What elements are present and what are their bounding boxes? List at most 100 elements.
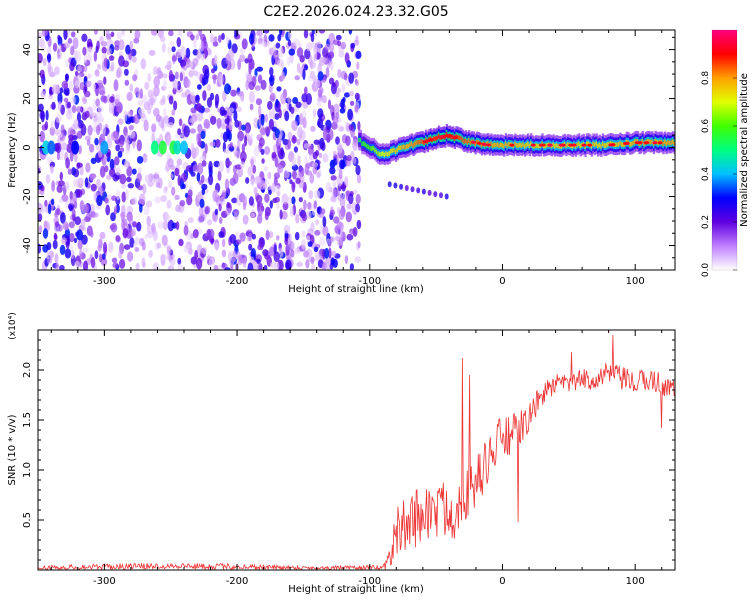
spectrogram-cell — [206, 97, 213, 108]
spectrogram-cell — [218, 34, 222, 43]
spectrogram-cell — [216, 117, 222, 129]
spectrogram-cell — [326, 261, 331, 270]
spectrogram-cell — [241, 38, 248, 50]
spectrogram-ridge-cell — [382, 151, 385, 156]
spectrogram-ridge-cell — [469, 140, 472, 145]
spectrogram-cell — [168, 70, 174, 82]
spectrogram-cell — [310, 256, 315, 265]
spectrogram-cell — [86, 38, 93, 49]
spectrogram-cell — [287, 196, 292, 206]
spectrogram-cell — [257, 202, 264, 208]
spectrogram-cell — [304, 163, 309, 176]
spectrogram-ridge-cell — [417, 140, 420, 145]
spectrogram-cell — [295, 213, 300, 224]
spectrogram-cell — [274, 157, 279, 168]
spectrogram-cell — [69, 150, 74, 162]
spectrogram-cell — [45, 249, 50, 260]
spectrogram-cell — [116, 66, 122, 79]
spectrogram-cell — [344, 52, 350, 64]
spectrogram-cell — [206, 228, 212, 241]
spectrogram-cell — [254, 85, 261, 91]
spectrogram-cell — [64, 248, 72, 259]
spectrogram-cell — [96, 40, 100, 51]
spectrogram-cell — [247, 262, 254, 270]
spectrogram-cell — [118, 55, 125, 67]
spectrogram-cell — [106, 174, 112, 180]
spectrogram-ridge-cell — [651, 139, 654, 144]
spectrogram-cell — [345, 135, 351, 147]
spectrogram-cell — [290, 106, 295, 114]
spectrogram-ridge-cell — [628, 142, 632, 147]
spectrogram-ridge-peak — [447, 134, 453, 137]
snr-y-label: SNR (10 * v/v) — [7, 414, 18, 485]
spectrogram-cell — [312, 162, 319, 168]
spectrogram-cell — [256, 66, 264, 72]
spectrogram-cell — [306, 210, 312, 220]
snr-y-tick-label: 1.0 — [22, 462, 33, 478]
spectrogram-cell — [211, 74, 218, 80]
spectrogram-cell — [95, 98, 100, 107]
spectrogram-cell — [264, 179, 269, 185]
spectrogram-marks — [38, 30, 675, 270]
spectrogram-cell — [137, 185, 144, 191]
spectrogram-cell — [258, 104, 262, 117]
y-tick-label: -40 — [22, 237, 33, 253]
spectrogram-cell — [204, 122, 211, 129]
spectrogram-ridge-cell — [439, 135, 442, 140]
spectrogram-cell — [115, 106, 122, 113]
spectrogram-cell — [297, 155, 301, 166]
spectrogram-cell — [106, 47, 112, 55]
spectrogram-cell — [81, 33, 88, 42]
spectrogram-cell — [159, 35, 166, 43]
spectrogram-cell — [328, 247, 332, 259]
spectrogram-cell — [45, 174, 51, 184]
spectrogram-cell — [57, 92, 63, 104]
spectrogram-cell — [166, 199, 172, 209]
spectrogram-cell — [267, 171, 272, 180]
spectrogram-ridge-cell — [649, 139, 652, 145]
spectrogram-cell — [294, 75, 300, 81]
spectrogram-cell — [320, 208, 326, 215]
spectrogram-cell — [317, 108, 324, 119]
spectrogram-cell — [125, 144, 130, 155]
spectrogram-ridge-cell — [404, 145, 407, 150]
spectrogram-ridge-cell — [530, 141, 533, 146]
spectrogram-cell — [169, 41, 175, 47]
spectrogram-cell — [297, 126, 303, 139]
spectrogram-cell — [146, 231, 154, 239]
spectrogram-cell — [74, 216, 81, 226]
spectrogram-cell — [123, 110, 128, 122]
spectrogram-ridge-cell — [456, 134, 460, 140]
spectrogram-cell — [176, 37, 182, 48]
spectrogram-cell — [127, 183, 134, 189]
spectrogram-ridge-cell — [377, 151, 380, 156]
spectrogram-cell — [136, 172, 142, 183]
spectrogram-cell — [335, 34, 342, 41]
spectrogram-y-label: Frequency (Hz) — [7, 112, 18, 188]
spectrogram-cell — [237, 58, 242, 71]
spectrogram-cell — [95, 111, 102, 120]
spectrogram-cell — [52, 239, 58, 250]
spectrogram-cell — [94, 137, 99, 146]
spectrogram-cell — [219, 216, 223, 225]
spectrogram-cell — [59, 87, 64, 94]
spectrogram-cell — [284, 237, 289, 246]
spectrogram-ridge-cell — [673, 141, 675, 146]
spectrogram-cell — [256, 258, 261, 265]
spectrogram-cell — [82, 46, 87, 56]
spectrogram-ridge-peak — [530, 143, 536, 147]
spectrogram-cell — [195, 94, 200, 104]
spectrogram-cell — [328, 51, 335, 59]
spectrogram-cell — [71, 105, 77, 114]
spectrogram-cell — [45, 110, 49, 121]
spectrogram-cell — [52, 42, 58, 52]
spectrogram-cell — [119, 212, 124, 218]
spectrogram-cell — [197, 123, 203, 134]
spectrogram-cell — [39, 130, 45, 143]
spectrogram-cell — [310, 125, 316, 132]
spectrogram-cell — [340, 41, 347, 50]
spectrogram-cell — [196, 244, 203, 255]
spectrogram-cell — [174, 71, 179, 80]
spectrogram-cell — [215, 139, 221, 148]
